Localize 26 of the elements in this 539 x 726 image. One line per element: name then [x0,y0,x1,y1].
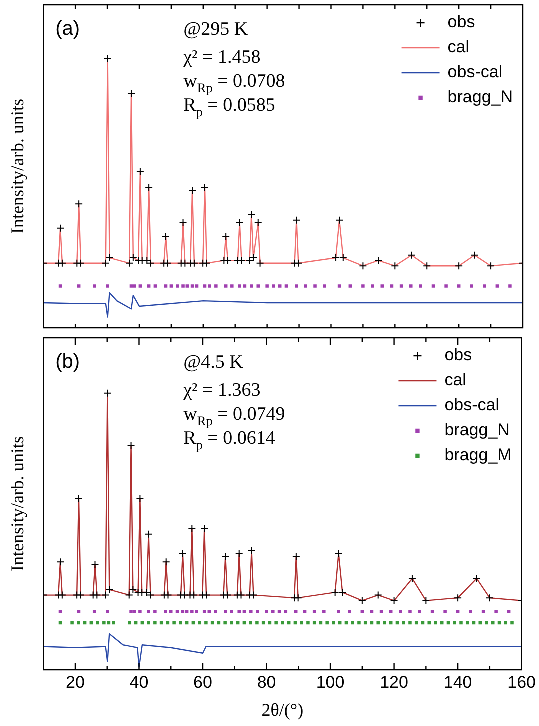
y-axis-title: Intensity/arb. units [8,436,28,572]
legend-label: bragg_N [448,88,514,107]
x-tick-label: 140 [444,672,472,692]
text: @295 K [184,19,248,40]
text: (a) [56,18,80,40]
legend-label: obs-cal [448,62,503,82]
annotation: χ² = 1.458 [182,47,261,68]
text: (b) [56,351,80,373]
x-tick-label: 160 [508,672,536,692]
legend-label: bragg_M [444,446,512,465]
legend-label: cal [444,370,466,390]
annotation: χ² = 1.363 [182,380,261,401]
x-tick-label: 20 [66,672,85,692]
x-tick-label: 120 [380,672,408,692]
legend-label: obs-cal [444,396,500,415]
x-axis-title: 2θ/(°) [262,700,304,720]
legend-label: obs [448,12,476,32]
x-tick-label: 80 [257,672,276,692]
legend-label: bragg_N [444,420,510,440]
y-axis-title: Intensity/arb. units [8,99,28,234]
x-tick-label: 100 [316,672,345,692]
legend-label: cal [448,38,470,57]
x-tick-label: 60 [194,672,212,692]
legend-label: obs [444,346,472,365]
x-tick-label: 40 [130,672,149,692]
text: @4.5 K [184,352,244,373]
